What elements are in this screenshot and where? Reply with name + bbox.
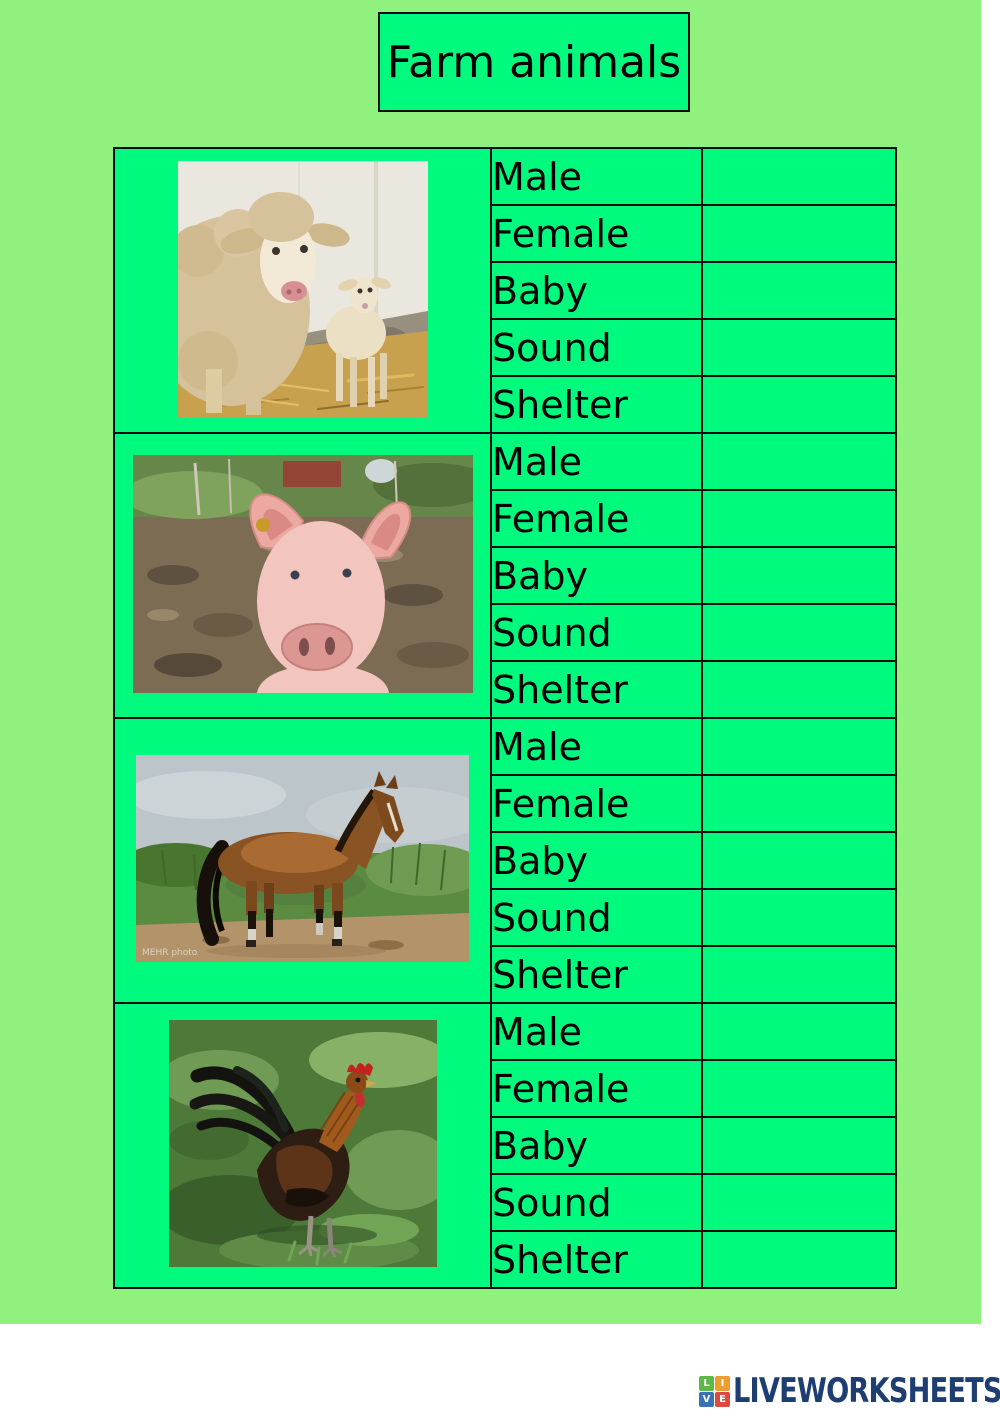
- table-row: Shelter: [114, 660, 897, 719]
- answer-cell-sheep-baby[interactable]: [701, 261, 897, 320]
- row-label: Baby: [490, 546, 703, 605]
- row-label: Male: [490, 147, 703, 206]
- pig-photo-cell: [113, 432, 493, 719]
- worksheet-title-box: Farm animals: [378, 12, 690, 112]
- answer-cell-rooster-female[interactable]: [701, 1059, 897, 1118]
- logo-square-i: I: [715, 1375, 730, 1391]
- table-row: Baby: [114, 261, 897, 320]
- answer-cell-pig-female[interactable]: [701, 489, 897, 548]
- answer-cell-sheep-male[interactable]: [701, 147, 897, 206]
- row-label: Sound: [490, 1173, 703, 1232]
- logo-square-l: L: [699, 1375, 714, 1391]
- table-row: Shelter: [114, 1230, 897, 1289]
- row-label: Shelter: [490, 945, 703, 1004]
- row-label: Shelter: [490, 1230, 703, 1289]
- table-row: Sound: [114, 603, 897, 662]
- answer-cell-pig-male[interactable]: [701, 432, 897, 491]
- logo-square-e: E: [715, 1391, 730, 1407]
- worksheet-sheet: Farm animals: [0, 0, 981, 1324]
- answer-cell-rooster-male[interactable]: [701, 1002, 897, 1061]
- row-label: Baby: [490, 261, 703, 320]
- row-label: Baby: [490, 831, 703, 890]
- answer-cell-sheep-female[interactable]: [701, 204, 897, 263]
- table-row: Female: [114, 774, 897, 833]
- row-label: Female: [490, 204, 703, 263]
- table-row: Sound: [114, 888, 897, 947]
- answer-cell-horse-male[interactable]: [701, 717, 897, 776]
- answer-cell-rooster-shelter[interactable]: [701, 1230, 897, 1289]
- table-row: Shelter: [114, 375, 897, 434]
- row-label: Male: [490, 1002, 703, 1061]
- horse-photo: MEHR photo: [121, 755, 486, 962]
- table-row: Sound: [114, 318, 897, 377]
- row-label: Sound: [490, 603, 703, 662]
- answer-cell-pig-sound[interactable]: [701, 603, 897, 662]
- brand-wordmark: LIVEWORKSHEETS: [733, 1371, 1000, 1411]
- pig-photo: [122, 454, 493, 693]
- answer-cell-rooster-sound[interactable]: [701, 1173, 897, 1232]
- row-label: Female: [490, 774, 703, 833]
- answer-cell-horse-shelter[interactable]: [701, 945, 897, 1004]
- answer-cell-horse-female[interactable]: [701, 774, 897, 833]
- answer-cell-pig-baby[interactable]: [701, 546, 897, 605]
- row-label: Shelter: [490, 660, 703, 719]
- row-label: Male: [490, 432, 703, 491]
- row-label: Sound: [490, 888, 703, 947]
- table-row: Baby: [114, 1116, 897, 1175]
- row-label: Shelter: [490, 375, 703, 434]
- svg-text:MEHR photo: MEHR photo: [142, 948, 198, 958]
- rooster-photo: [158, 1020, 454, 1270]
- row-label: Sound: [490, 318, 703, 377]
- logo-square-v: V: [699, 1391, 714, 1407]
- row-label: Female: [490, 1059, 703, 1118]
- sheep-and-lamb-photo: [149, 160, 428, 417]
- table-row: Female: [114, 204, 897, 263]
- answer-cell-sheep-shelter[interactable]: [701, 375, 897, 434]
- liveworksheets-footer: L I V E LIVEWORKSHEETS: [699, 1371, 1000, 1411]
- sheep-photo-cell: [113, 147, 492, 434]
- answer-cell-horse-baby[interactable]: [701, 831, 897, 890]
- row-label: Male: [490, 717, 703, 776]
- answer-cell-sheep-sound[interactable]: [701, 318, 897, 377]
- page-title: Farm animals: [386, 36, 682, 88]
- table-row: Baby: [114, 546, 897, 605]
- table-row: Male: [113, 432, 897, 719]
- table-row: Male: [113, 1002, 897, 1289]
- table-row: Female: [114, 1059, 897, 1118]
- answer-cell-rooster-baby[interactable]: [701, 1116, 897, 1175]
- table-row: Sound: [114, 1173, 897, 1232]
- farm-animals-table: Male Female Baby Sound Shelter: [113, 147, 897, 1289]
- table-row: Female: [114, 489, 897, 548]
- answer-cell-pig-shelter[interactable]: [701, 660, 897, 719]
- table-row: Male: [113, 147, 897, 434]
- table-row: MEHR photo Male: [113, 717, 897, 1004]
- table-row: Shelter: [114, 945, 897, 1004]
- row-label: Female: [490, 489, 703, 548]
- liveworksheets-logo-icon: L I V E: [699, 1375, 730, 1407]
- rooster-photo-cell: [113, 1002, 492, 1289]
- horse-photo-cell: MEHR photo: [113, 717, 492, 1004]
- row-label: Baby: [490, 1116, 703, 1175]
- answer-cell-horse-sound[interactable]: [701, 888, 897, 947]
- table-row: Baby: [114, 831, 897, 890]
